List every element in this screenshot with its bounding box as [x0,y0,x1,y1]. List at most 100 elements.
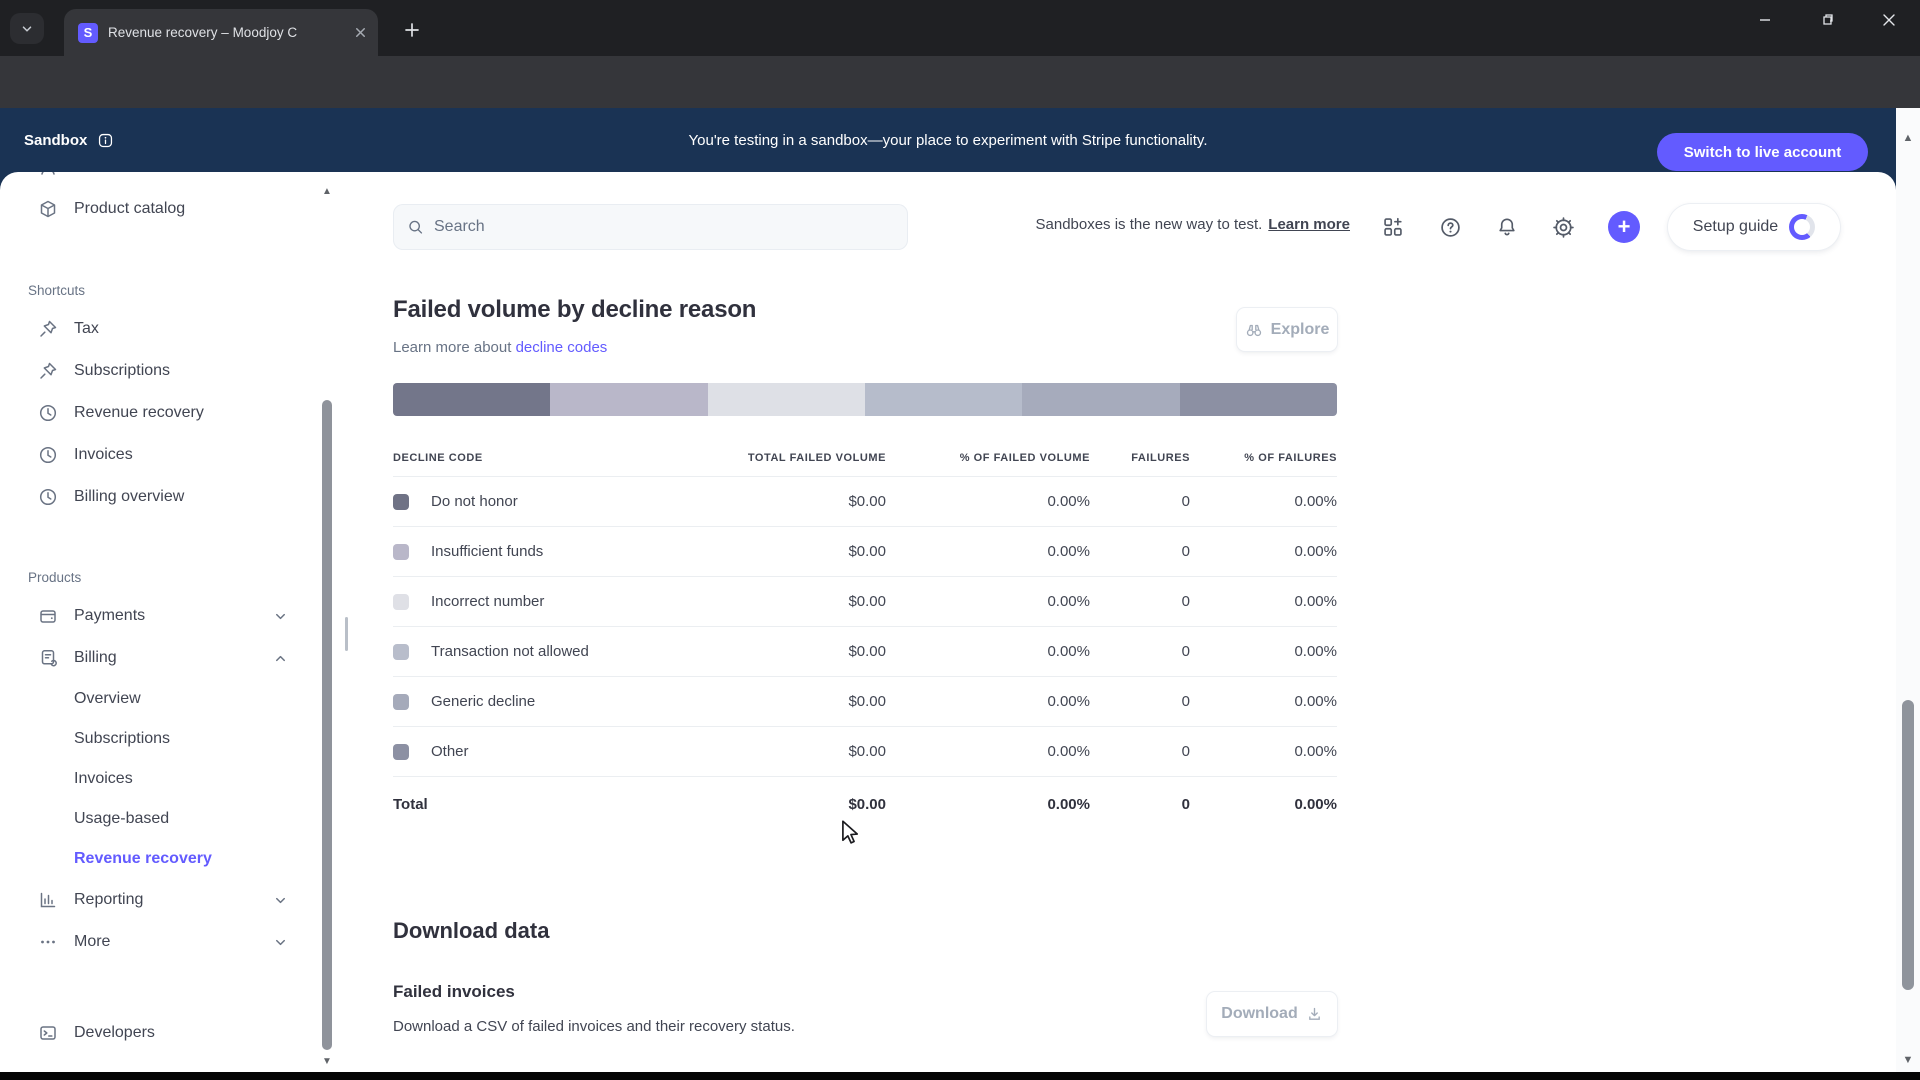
pct-failed-volume: 0.00% [1047,643,1090,660]
bar-segment [393,383,551,416]
decline-codes-link[interactable]: decline codes [515,339,608,356]
products-section-label: Products [28,569,82,585]
sidebar-item-billing-overview[interactable]: Overview [0,679,340,719]
setup-guide-button[interactable]: Setup guide [1668,204,1840,250]
column-header: TOTAL FAILED VOLUME [747,452,886,464]
learn-more-link[interactable]: Learn more [1268,216,1350,233]
settings-gear-icon[interactable] [1550,214,1576,240]
search-input[interactable] [434,218,894,236]
legend-swatch [393,743,409,760]
failures: 0 [1181,743,1190,760]
new-tab-button[interactable] [398,16,426,44]
explore-button[interactable]: Explore [1237,308,1337,351]
sidebar-item-billing-usage-based[interactable]: Usage-based [0,799,340,839]
page-scrollbar[interactable]: ▲ ▼ [1896,108,1920,1072]
sidebar-item-payments[interactable]: Payments [0,595,340,637]
decline-code: Transaction not allowed [431,643,589,660]
terminal-icon [38,1023,58,1043]
pct-failures: 0.00% [1294,743,1337,760]
sidebar-item-tax[interactable]: Tax [0,308,340,350]
sidebar-item-label: Billing [74,649,117,666]
switch-to-live-button[interactable]: Switch to live account [1657,133,1868,171]
total-pct-volume: 0.00% [1047,795,1090,813]
notifications-bell-icon[interactable] [1494,214,1520,240]
sidebar-item-label: More [74,933,111,950]
help-icon[interactable] [1437,214,1463,240]
download-button[interactable]: Download [1207,992,1337,1036]
sidebar-item-revenue-recovery-shortcut[interactable]: Revenue recovery [0,392,340,434]
sidebar-item-billing-invoices[interactable]: Invoices [0,759,340,799]
customers-icon [38,172,58,177]
sidebar-scrollbar[interactable]: ▲ ▼ [320,172,334,1072]
browser-tab[interactable]: S Revenue recovery – Moodjoy C [64,9,378,56]
sidebar-resize-handle[interactable] [345,617,348,651]
sidebar-item-label: Revenue recovery [74,404,204,421]
legend-swatch [393,543,409,560]
tab-close-icon[interactable] [353,25,368,40]
sidebar-item-billing-overview-shortcut[interactable]: Billing overview [0,476,340,518]
billing-invoice-icon [38,648,58,668]
browser-toolbar: dashboard.stripe.com/test/revenue-recove… [0,56,1920,157]
sidebar-item-label: Product catalog [74,200,186,217]
sidebar-item-billing-subscriptions[interactable]: Subscriptions [0,719,340,759]
failures: 0 [1181,593,1190,610]
failures: 0 [1181,493,1190,510]
create-plus-button[interactable]: + [1608,211,1640,243]
failed-invoices-description: Download a CSV of failed invoices and th… [393,1018,795,1035]
pct-failed-volume: 0.00% [1047,593,1090,610]
failures: 0 [1181,643,1190,660]
sidebar-item-label: Invoices [74,446,133,463]
sidebar-item-subscriptions-shortcut[interactable]: Subscriptions [0,350,340,392]
column-header: DECLINE CODE [393,452,483,464]
chevron-down-icon [22,25,32,32]
search-bar[interactable] [393,204,908,250]
sidebar-item-label: Billing overview [74,488,185,505]
payments-wallet-icon [38,606,58,626]
tab-search-button[interactable] [10,13,44,44]
pct-failed-volume: 0.00% [1047,743,1090,760]
sidebar-item-developers[interactable]: Developers [0,1012,340,1054]
minimize-button[interactable] [1734,0,1796,40]
sidebar-item-customers[interactable]: Customers [0,172,340,188]
table-row: Other $0.00 0.00% 0 0.00% [393,727,1337,777]
total-failed-volume: $0.00 [848,693,886,710]
tab-title: Revenue recovery – Moodjoy C [108,25,298,40]
failures: 0 [1181,543,1190,560]
column-header: % OF FAILURES [1244,452,1337,464]
sidebar-item-more[interactable]: More [0,921,340,963]
restore-button[interactable] [1796,0,1858,40]
legend-swatch [393,643,409,660]
sidebar-item-label: Customers [74,172,151,176]
page-scroll-down-icon[interactable]: ▼ [1902,1054,1914,1066]
grid-plus-icon[interactable] [1380,214,1406,240]
bar-segment [864,383,1023,416]
close-window-button[interactable] [1858,0,1920,40]
legend-swatch [393,693,409,710]
pct-failed-volume: 0.00% [1047,693,1090,710]
sidebar-item-label: Payments [74,607,146,624]
pct-failures: 0.00% [1294,493,1337,510]
sidebar-scroll-down-icon[interactable]: ▼ [322,1056,332,1067]
setup-guide-label: Setup guide [1692,218,1779,235]
decline-reason-stacked-bar [393,383,1337,416]
sidebar-item-invoices-shortcut[interactable]: Invoices [0,434,340,476]
decline-code: Generic decline [431,693,536,710]
sidebar-item-billing-revenue-recovery-active[interactable]: Revenue recovery [0,839,340,879]
total-failures: 0 [1181,795,1190,813]
mouse-cursor [842,820,859,844]
pct-failures: 0.00% [1294,543,1337,560]
sidebar-scrollbar-thumb[interactable] [322,400,332,1050]
clock-icon [38,445,58,465]
page-scrollbar-thumb[interactable] [1902,700,1914,990]
sidebar-item-reporting[interactable]: Reporting [0,879,340,921]
sidebar-scroll-up-icon[interactable]: ▲ [322,186,332,197]
sidebar-item-billing[interactable]: Billing [0,637,340,679]
sidebar-item-product-catalog[interactable]: Product catalog [0,188,340,230]
page-scroll-up-icon[interactable]: ▲ [1902,132,1914,144]
sidebar: Customers Product catalog Shortcuts Tax … [0,172,340,1072]
sidebar-subitem-label: Overview [74,690,141,707]
info-icon[interactable] [97,132,114,149]
total-volume: $0.00 [848,795,886,813]
decline-code: Do not honor [431,493,518,510]
chevron-down-icon [273,935,288,950]
